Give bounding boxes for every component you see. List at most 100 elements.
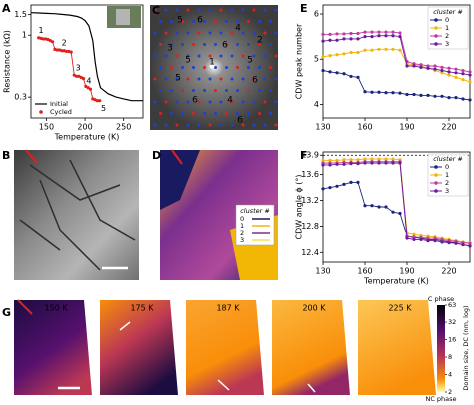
arrow bbox=[119, 321, 131, 331]
spot bbox=[197, 54, 201, 58]
annotation: 2 bbox=[62, 38, 67, 47]
spot bbox=[219, 123, 223, 127]
spot bbox=[159, 20, 162, 23]
data-point bbox=[363, 35, 367, 39]
spot bbox=[241, 77, 245, 81]
spot bbox=[236, 112, 239, 115]
spot bbox=[241, 100, 245, 104]
data-point bbox=[55, 48, 59, 52]
data-point bbox=[419, 63, 423, 67]
spot bbox=[170, 20, 173, 23]
data-point bbox=[447, 70, 451, 74]
data-point bbox=[454, 67, 458, 71]
spot bbox=[230, 123, 234, 127]
x-tick-label: 220 bbox=[441, 123, 456, 132]
spot-label: 5 bbox=[185, 56, 191, 66]
data-point bbox=[98, 99, 102, 103]
data-point bbox=[468, 70, 472, 74]
spot bbox=[225, 89, 228, 92]
data-point bbox=[433, 94, 437, 98]
spot bbox=[175, 8, 179, 12]
temperature-label: 225 K bbox=[388, 304, 412, 313]
data-point bbox=[398, 48, 402, 52]
data-point bbox=[391, 157, 395, 161]
x-tick-label: 130 bbox=[315, 267, 330, 276]
spot bbox=[159, 89, 162, 92]
spot bbox=[274, 77, 278, 81]
y-tick-label: 13.2 bbox=[301, 196, 319, 205]
y-axis-label: Resistance (kΩ) bbox=[3, 30, 12, 93]
data-point bbox=[398, 211, 402, 216]
spot bbox=[203, 43, 206, 46]
data-point bbox=[363, 90, 367, 94]
x-axis-label: Temperature (K) bbox=[54, 133, 120, 142]
x-tick-label: 130 bbox=[315, 123, 330, 132]
x-axis-label: Temperature (K) bbox=[363, 277, 429, 286]
data-point bbox=[454, 241, 458, 245]
x-tick-label: 220 bbox=[441, 267, 456, 276]
spot bbox=[170, 89, 173, 92]
spot bbox=[192, 89, 195, 92]
data-point bbox=[440, 237, 444, 241]
data-point bbox=[461, 97, 465, 101]
data-point bbox=[454, 71, 458, 75]
temperature-label: 150 K bbox=[44, 304, 68, 313]
data-point bbox=[468, 73, 472, 77]
spot bbox=[164, 100, 168, 104]
series-line bbox=[38, 37, 100, 102]
spot bbox=[269, 20, 272, 23]
spot bbox=[236, 66, 239, 69]
data-point bbox=[69, 50, 73, 54]
spot bbox=[170, 112, 173, 115]
data-point bbox=[370, 204, 374, 208]
data-point bbox=[384, 205, 388, 209]
spot bbox=[153, 31, 157, 35]
legend-label: Cycled bbox=[50, 108, 72, 116]
data-point bbox=[433, 239, 437, 243]
spot bbox=[164, 77, 168, 81]
spot bbox=[186, 77, 190, 81]
spot-label: 5 bbox=[175, 74, 181, 84]
data-point bbox=[412, 232, 416, 236]
spot bbox=[247, 20, 250, 23]
legend-label: 3 bbox=[240, 236, 244, 244]
spot bbox=[258, 20, 261, 23]
data-point bbox=[370, 48, 374, 52]
spot bbox=[197, 77, 201, 81]
spot bbox=[219, 8, 223, 12]
data-point bbox=[321, 187, 325, 191]
legend-label: 1 bbox=[445, 171, 449, 179]
spot bbox=[186, 8, 190, 12]
spot bbox=[153, 8, 157, 12]
spot bbox=[208, 123, 212, 127]
legend-label: 0 bbox=[445, 16, 449, 24]
spot bbox=[219, 77, 223, 81]
spot bbox=[263, 54, 267, 58]
data-point bbox=[335, 38, 339, 42]
colorbar-tick-label: 16 bbox=[448, 336, 456, 344]
spot bbox=[175, 123, 179, 127]
spot bbox=[236, 20, 239, 23]
data-point bbox=[370, 30, 374, 34]
data-point bbox=[468, 244, 472, 248]
annotation: 4 bbox=[86, 77, 91, 86]
spot bbox=[263, 8, 267, 12]
colorbar-tick-label: 8 bbox=[448, 353, 452, 361]
data-point bbox=[377, 47, 381, 51]
spot bbox=[203, 89, 206, 92]
data-point bbox=[447, 240, 451, 245]
spot bbox=[153, 100, 157, 104]
data-point bbox=[426, 239, 430, 243]
data-point bbox=[363, 161, 367, 165]
data-point bbox=[433, 236, 437, 240]
colorbar-tick-label: 2 bbox=[448, 388, 452, 396]
data-point bbox=[412, 92, 416, 97]
spot bbox=[197, 8, 201, 12]
spot bbox=[269, 112, 272, 115]
data-point bbox=[349, 180, 353, 185]
spot bbox=[241, 8, 245, 12]
data-point bbox=[412, 235, 416, 239]
data-point bbox=[384, 30, 388, 34]
spot-label: 4 bbox=[227, 96, 233, 106]
legend-label: 1 bbox=[240, 222, 244, 230]
